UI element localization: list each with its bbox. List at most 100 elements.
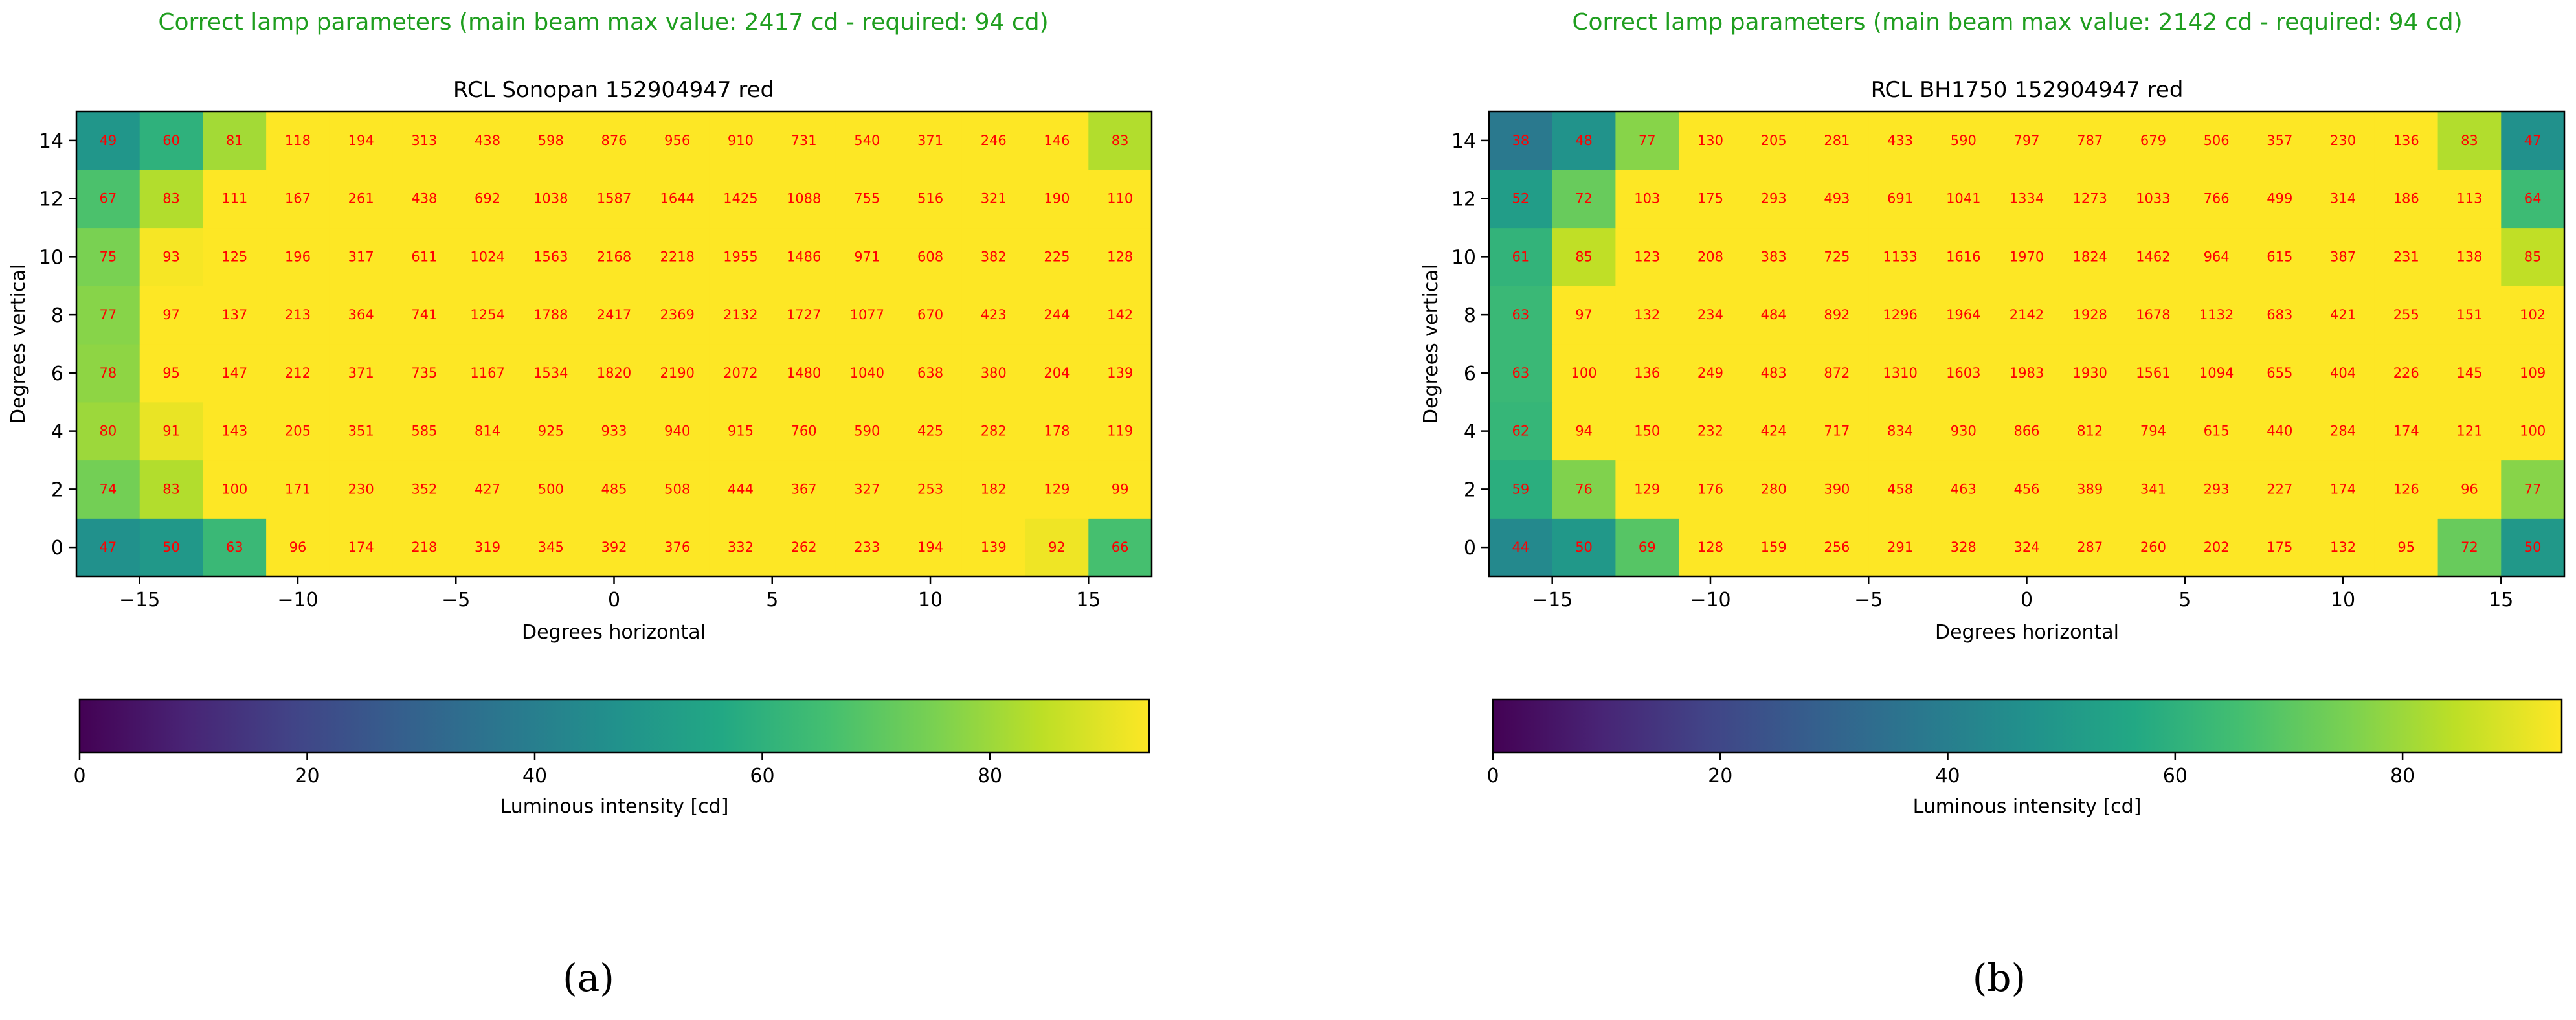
heatmap-cell — [1615, 402, 1679, 461]
heatmap-cell — [961, 344, 1026, 403]
heatmap-cell — [329, 344, 394, 403]
cell-value-label: 797 — [2013, 133, 2039, 148]
cell-value-label: 142 — [1107, 307, 1133, 323]
heatmap-cell — [1025, 286, 1089, 345]
heatmap-cell — [1931, 344, 1996, 403]
heatmap-cell — [2122, 460, 2186, 519]
heatmap-cell — [2501, 344, 2565, 403]
heatmap-cell — [1742, 111, 1806, 170]
heatmap-cell — [961, 286, 1026, 345]
cell-value-label: 291 — [1887, 539, 1913, 555]
heatmap-cell — [1489, 402, 1553, 461]
heatmap-cell — [456, 344, 520, 403]
heatmap-cell — [266, 402, 330, 461]
heatmap-cell — [1615, 227, 1679, 286]
cell-value-label: 1788 — [533, 307, 568, 323]
cell-value-label: 1296 — [1883, 307, 1917, 323]
cell-value-label: 1616 — [1946, 249, 1980, 264]
cell-value-label: 111 — [221, 191, 247, 207]
heatmap-cell — [772, 227, 836, 286]
heatmap-cell — [1679, 111, 1743, 170]
cell-value-label: 590 — [1951, 133, 1977, 148]
cell-value-label: 52 — [1512, 191, 1529, 207]
heatmap-cell — [1679, 286, 1743, 345]
cell-value-label: 77 — [2524, 481, 2542, 497]
heatmap-cell — [645, 169, 710, 229]
cell-value-label: 313 — [411, 133, 437, 148]
heatmap-cell — [76, 169, 140, 229]
heatmap-cells — [1489, 111, 2565, 577]
cell-value-label: 438 — [411, 191, 437, 207]
heatmap-cell — [2058, 460, 2122, 519]
colorbar-ticks: 0 20 40 60 80 — [1486, 753, 2415, 788]
heatmap-cell — [709, 227, 773, 286]
cell-value-label: 137 — [221, 307, 247, 323]
heatmap-cell — [139, 344, 204, 403]
heatmap-cell — [2058, 402, 2122, 461]
heatmap-cell — [1025, 169, 1089, 229]
heatmap-cell — [392, 111, 456, 170]
heatmap-cell — [2501, 518, 2565, 577]
heatmap-cell — [1552, 460, 1617, 519]
cell-value-label: 387 — [2330, 249, 2356, 264]
cell-value-label: 376 — [664, 539, 690, 555]
heatmap-cell — [266, 286, 330, 345]
cell-value-label: 132 — [1634, 307, 1660, 323]
cell-value-label: 540 — [854, 133, 880, 148]
cell-value-label: 834 — [1887, 424, 1913, 439]
cell-value-label: 500 — [538, 481, 564, 497]
heatmap-cell — [2248, 402, 2312, 461]
heatmap-cell — [1088, 227, 1152, 286]
heatmap-cell — [709, 402, 773, 461]
cell-value-label: 2072 — [723, 365, 757, 381]
heatmap-cell — [1995, 286, 2059, 345]
heatmap-cell — [329, 227, 394, 286]
heatmap-cell — [76, 227, 140, 286]
cell-value-label: 2132 — [723, 307, 757, 323]
y-tick-label: 10 — [39, 246, 63, 269]
heatmap-cell — [709, 169, 773, 229]
cell-value-label: 380 — [981, 365, 1007, 381]
cell-value-label: 109 — [2520, 365, 2546, 381]
cell-value-label: 232 — [1697, 424, 1723, 439]
cell-value-label: 113 — [2456, 191, 2482, 207]
cell-value-label: 456 — [2013, 481, 2039, 497]
heatmap-cell — [1742, 344, 1806, 403]
heatmap-cell — [1931, 227, 1996, 286]
cell-value-label: 383 — [1761, 249, 1787, 264]
colorbar-tick-label: 40 — [1935, 765, 1960, 788]
cell-value-label: 940 — [664, 424, 690, 439]
heatmap-cell — [1742, 169, 1806, 229]
cell-value-label: 351 — [348, 424, 374, 439]
x-axis-label: Degrees horizontal — [522, 621, 706, 644]
heatmap-cell — [1931, 111, 1996, 170]
cell-value-label: 2369 — [660, 307, 694, 323]
y-axis: 0 2 4 6 8 10 12 14 — [1451, 130, 1489, 560]
heatmap-value-labels: 47 50 63 96 174 218 319 345 392 376 332 262 233 194 13… — [99, 133, 1133, 555]
cell-value-label: 95 — [162, 365, 180, 381]
cell-value-label: 44 — [1512, 539, 1529, 555]
heatmap-cell — [899, 402, 963, 461]
cell-value-label: 371 — [348, 365, 374, 381]
cell-value-label: 598 — [538, 133, 564, 148]
heatmap-cell — [2122, 518, 2186, 577]
cell-value-label: 1133 — [1883, 249, 1917, 264]
heatmap-cell — [709, 111, 773, 170]
heatmap-cell — [2122, 169, 2186, 229]
heatmap-cell — [76, 286, 140, 345]
cell-value-label: 38 — [1512, 133, 1529, 148]
cell-value-label: 692 — [475, 191, 500, 207]
heatmap-cell — [2311, 227, 2375, 286]
heatmap-cell — [139, 460, 204, 519]
cell-value-label: 1462 — [2136, 249, 2170, 264]
heatmap-cell — [899, 518, 963, 577]
cell-value-label: 136 — [1634, 365, 1660, 381]
heatmap-cell — [1615, 111, 1679, 170]
heatmap-cell — [645, 344, 710, 403]
y-tick-label: 12 — [39, 188, 63, 211]
cell-value-label: 118 — [285, 133, 311, 148]
cell-value-label: 246 — [981, 133, 1007, 148]
heatmap-cell — [2058, 111, 2122, 170]
heatmap-cell — [835, 286, 899, 345]
cell-value-label: 679 — [2140, 133, 2166, 148]
